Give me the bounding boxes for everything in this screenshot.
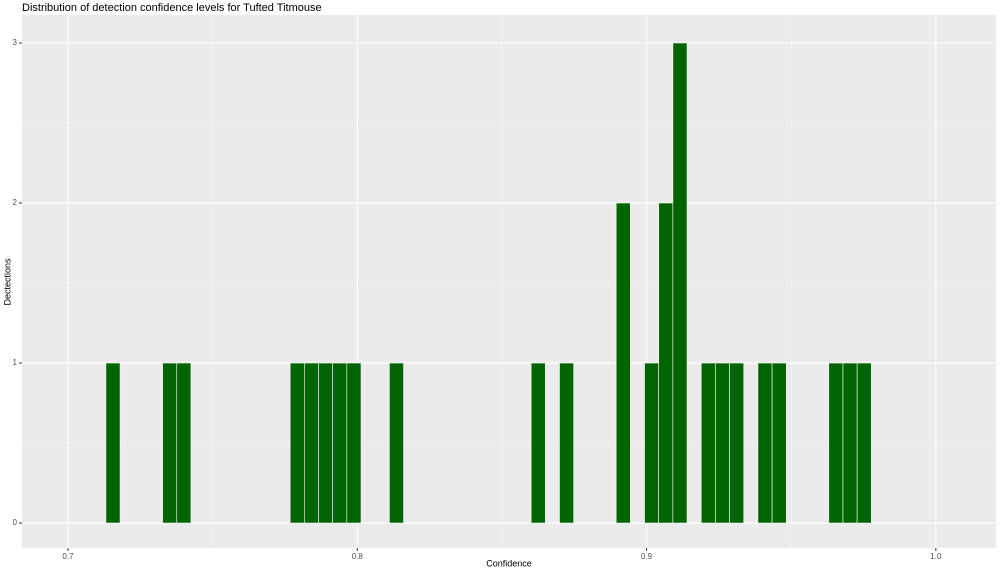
bar [304,362,319,524]
bar [644,362,660,524]
y-tick-label: 1 [13,358,18,367]
bar [842,362,858,524]
bar [672,42,688,524]
x-tick-label: 0.8 [352,552,364,561]
x-axis-label: Confidence [486,558,532,568]
bar [318,362,333,524]
y-tick-label: 0 [13,518,18,527]
bar [389,362,404,524]
bar [332,362,348,524]
bar [729,362,745,524]
x-tick-label: 1.0 [930,552,942,561]
bar [530,362,546,524]
bar [559,362,574,524]
bar [856,362,872,524]
bar [289,362,305,524]
y-tick-label: 2 [13,198,18,207]
bar [176,362,192,524]
bar [346,362,362,524]
bar [105,362,121,524]
bar [658,202,674,524]
x-tick-label: 0.7 [62,552,74,561]
bar [828,362,844,524]
bar [715,362,730,524]
bar [700,362,716,524]
bar [757,362,773,524]
y-tick-label: 3 [13,38,18,47]
bar [615,202,631,524]
bar [162,362,178,524]
y-axis-label: Dectections [2,258,12,306]
x-tick-label: 0.9 [641,552,653,561]
bar [771,362,787,524]
chart-title: Distribution of detection confidence lev… [22,2,322,14]
